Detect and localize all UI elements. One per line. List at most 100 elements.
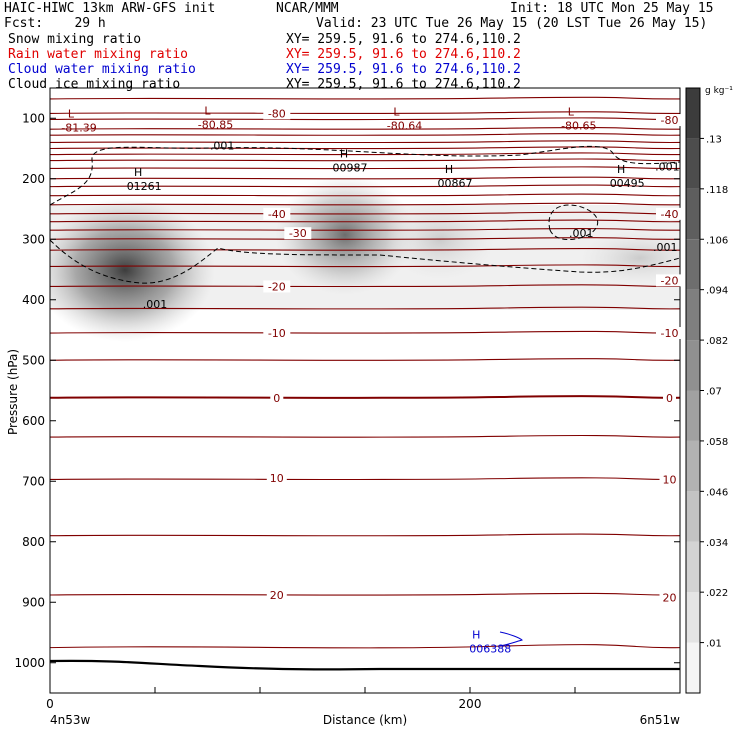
temp-min-value: -81.39 [61,121,96,134]
snow-blob-1 [50,198,215,342]
init-time: Init: 18 UTC Mon 25 May 15 [510,1,714,16]
ice-contour-label: .001 [210,139,235,152]
isotherm-label: -30 [289,227,307,240]
isotherm-label: -80 [661,114,679,127]
isotherm-line [50,228,680,231]
isotherm-line [50,237,680,240]
cloud-water-contour [499,631,523,647]
y-axis-title: Pressure (hPa) [6,349,20,435]
title-left: HAIC-HIWC 13km ARW-GFS init [4,1,216,16]
colorbar-swatch [686,440,700,492]
isotherm-line [50,176,680,180]
snow-max-marker: H [445,163,453,176]
y-tick-label: 600 [22,414,45,428]
colorbar-label: .07 [706,387,722,398]
field-xy-snow: XY= 259.5, 91.6 to 274.6,110.2 [286,32,521,47]
field-xy-cloudwater: XY= 259.5, 91.6 to 274.6,110.2 [286,62,521,77]
isotherm-label-bg [270,391,284,404]
isotherm-label: 20 [663,591,677,604]
y-tick-label: 800 [22,535,45,549]
temp-min-marker: L [204,104,211,117]
isotherm-line [50,284,680,288]
colorbar-swatch [686,541,700,593]
isotherm-line [50,358,680,361]
temp-min-marker: L [393,105,400,118]
isotherm-line [50,211,680,215]
temp-min-value: -80.65 [561,119,596,132]
isotherm-label-bg [263,280,291,293]
colorbar-swatch [686,390,700,441]
isotherm-line [50,152,680,156]
snow-max-value: 01261 [127,180,162,193]
isotherm-label-bg [263,207,291,220]
isotherm-label-bg [656,114,683,127]
forecast-hour: Fcst: 29 h [4,16,106,31]
colorbar-label: .106 [706,235,728,246]
isotherm-label-bg [266,588,287,601]
ice-contour-upper [50,145,680,206]
snow-max-value: 00495 [610,177,645,190]
isotherm-line [50,644,680,649]
surface-line [49,659,680,671]
colorbar-label: .01 [706,639,722,650]
colorbar-label: .046 [706,487,728,498]
colorbar-swatch [686,138,700,189]
y-tick-label: 200 [22,172,45,186]
isotherm-label-bg [263,107,291,120]
ice-contour-closed [548,204,599,240]
isotherm-label-bg [263,327,291,340]
ice-contour-label: .001 [569,227,594,240]
colorbar-unit: g kg⁻¹ [705,86,733,96]
field-name-rain: Rain water mixing ratio [8,47,189,62]
isotherm-label: 10 [270,472,284,485]
y-tick-label: 100 [22,111,45,125]
colorbar-swatch [686,188,700,240]
ice-contour-label: .001 [143,298,168,311]
isotherm-line [50,193,680,197]
isotherm-label: -40 [661,208,679,221]
ice-contour-label: .001 [655,161,680,174]
isotherm-label: -10 [661,327,679,340]
isotherm-label: 20 [270,589,284,602]
isotherm-line [50,126,680,130]
ice-contour-lower [50,239,680,284]
colorbar-swatch [686,239,700,290]
field-xy-rain: XY= 259.5, 91.6 to 274.6,110.2 [286,47,521,62]
isotherm-label-bg [656,327,683,340]
isotherm-line [50,264,680,268]
snow-shading [50,175,680,342]
x-endpoint-left: 4n53w [50,713,91,727]
y-tick-label: 300 [22,232,45,246]
colorbar-label: .13 [706,134,722,145]
isotherm-line [50,184,680,188]
y-tick-label: 500 [22,353,45,367]
valid-time: Valid: 23 UTC Tue 26 May 15 (20 LST Tue … [316,16,708,31]
colorbar-label: .034 [706,538,728,549]
temp-min-value: -80.64 [387,119,422,132]
isotherm-label: 0 [666,392,673,405]
snow-max-value: 00987 [333,162,368,175]
ice-contour-label: .001 [653,241,678,254]
isotherm-label-bg [266,472,287,485]
isotherm-line [50,330,680,334]
isotherm-line [50,219,680,223]
colorbar-swatch [686,88,700,139]
isotherm-label-bg [663,391,676,404]
snow-blob-3 [385,200,495,280]
isotherm-label: -10 [268,327,286,340]
temp-min-marker: L [568,105,575,118]
isotherm-line [50,477,680,481]
colorbar-swatch [686,289,700,341]
colorbar-label: .082 [706,336,728,347]
ice-contours [50,145,680,284]
temp-min-marker: L [68,107,75,120]
isotherm-label: -80 [268,107,286,120]
y-tick-label: 1000 [14,656,45,670]
org-label: NCAR/MMM [276,1,339,16]
x-endpoint-right: 6n51w [640,713,681,727]
isotherm-label-bg [656,274,683,287]
isotherm-label: -20 [268,280,286,293]
